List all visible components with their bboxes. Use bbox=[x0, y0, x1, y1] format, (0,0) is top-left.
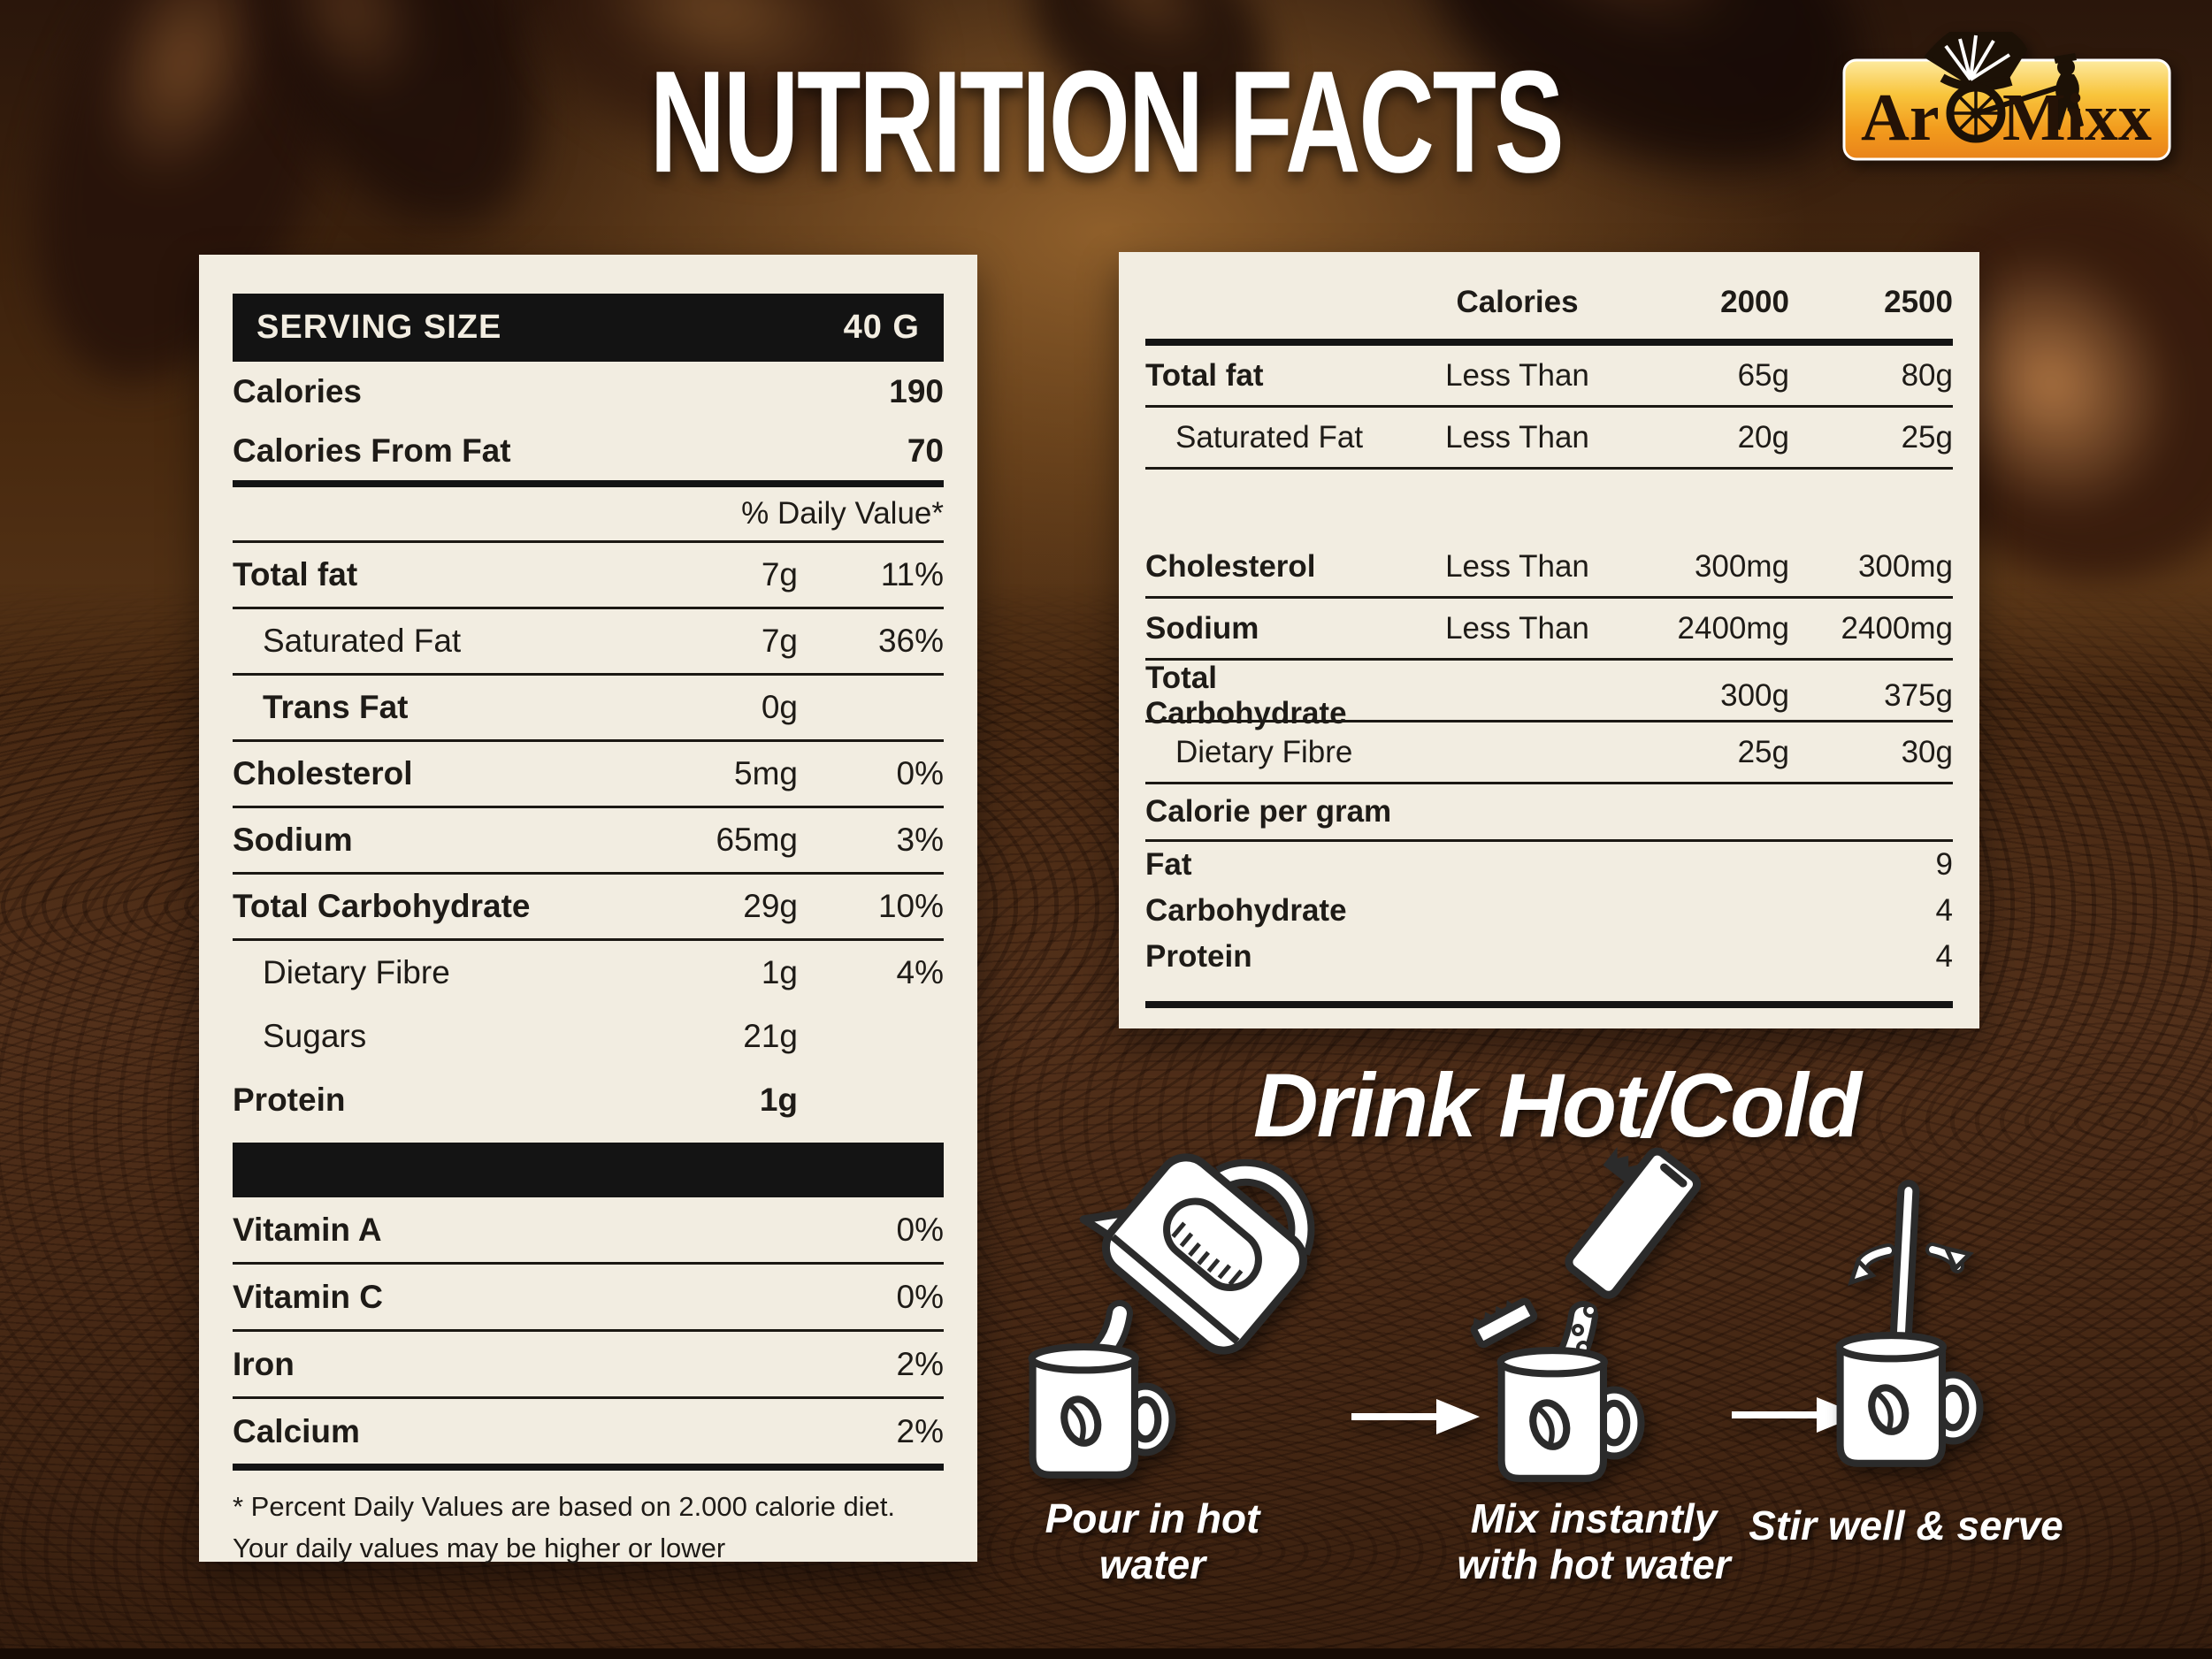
ref-row-total-carbohydrate: Total Carbohydrate 300g 375g bbox=[1145, 661, 1953, 730]
calories-from-fat-value: 70 bbox=[907, 432, 944, 469]
vitamin-c-row: Vitamin C 0% bbox=[233, 1278, 944, 1315]
divider bbox=[233, 872, 944, 875]
divider bbox=[1145, 839, 1953, 842]
ref-row-saturated-fat: Saturated Fat Less Than 20g 25g bbox=[1175, 419, 1953, 455]
nutrient-row-saturated-fat: Saturated Fat 7g 36% bbox=[263, 623, 944, 659]
serving-size-label: SERVING SIZE bbox=[256, 309, 502, 346]
daily-reference-panel: Calories 2000 2500 Total fat Less Than 6… bbox=[1119, 252, 1979, 1028]
iron-row: Iron 2% bbox=[233, 1345, 944, 1382]
divider bbox=[233, 1396, 944, 1399]
nutrient-row-cholesterol: Cholesterol 5mg 0% bbox=[233, 755, 944, 791]
divider bbox=[233, 806, 944, 808]
divider bbox=[233, 1464, 944, 1471]
divider bbox=[233, 607, 944, 609]
ref-row-dietary-fibre: Dietary Fibre 25g 30g bbox=[1175, 734, 1953, 769]
ref-row-total-fat: Total fat Less Than 65g 80g bbox=[1145, 357, 1953, 393]
ref-row-cholesterol: Cholesterol Less Than 300mg 300mg bbox=[1145, 548, 1953, 584]
divider bbox=[1145, 339, 1953, 346]
step-caption-pour: Pour in hot water bbox=[1045, 1495, 1260, 1587]
nutrition-facts-panel: SERVING SIZE 40 G Calories 190 Calories … bbox=[199, 255, 977, 1563]
wheel-hub bbox=[1971, 108, 1981, 119]
divider bbox=[1145, 405, 1953, 408]
nutrient-row-dietary-fibre: Dietary Fibre 1g 4% bbox=[263, 954, 944, 990]
vitamin-a-row: Vitamin A 0% bbox=[233, 1211, 944, 1248]
calories-label: Calories bbox=[233, 372, 363, 409]
divider bbox=[1145, 720, 1953, 722]
divider bbox=[233, 673, 944, 676]
ref-row-sodium: Sodium Less Than 2400mg 2400mg bbox=[1145, 610, 1953, 646]
calories-from-fat-row: Calories From Fat 70 bbox=[233, 421, 944, 480]
reference-header-row: Calories 2000 2500 bbox=[1145, 266, 1953, 339]
nutrient-row-sugars: Sugars 21g bbox=[263, 1018, 798, 1054]
nutrient-row-sodium: Sodium 65mg 3% bbox=[233, 822, 944, 858]
divider bbox=[233, 938, 944, 941]
kettle-pour-icon bbox=[1017, 1153, 1315, 1490]
page-title: NUTRITION FACTS bbox=[649, 41, 1565, 203]
cpg-row-fat: Fat 9 bbox=[1145, 847, 1953, 882]
serving-size-bar: SERVING SIZE 40 G bbox=[233, 294, 944, 362]
arrow-right-icon bbox=[1351, 1399, 1480, 1434]
drink-section-heading: Drink Hot/Cold bbox=[1253, 1055, 1862, 1156]
column-2500-header: 2500 bbox=[1884, 285, 1953, 319]
nutrient-row-total-fat: Total fat 7g 11% bbox=[233, 556, 944, 592]
logo-text-part1: Ar bbox=[1861, 80, 1940, 155]
step-caption-stir: Stir well & serve bbox=[1749, 1502, 2063, 1548]
column-2000-header: 2000 bbox=[1720, 285, 1789, 319]
calories-value: 190 bbox=[889, 372, 944, 409]
rickshaw-puller-icon bbox=[1977, 53, 2084, 130]
calorie-per-gram-heading: Calorie per gram bbox=[1145, 794, 1392, 829]
nutrient-row-protein: Protein 1g bbox=[233, 1082, 798, 1118]
divider bbox=[233, 1329, 944, 1332]
divider bbox=[1145, 1001, 1953, 1008]
spacer bbox=[1145, 470, 1953, 537]
calories-column-header: Calories bbox=[1456, 285, 1579, 319]
calories-row: Calories 190 bbox=[233, 362, 944, 421]
logo-text-part2: Mixx bbox=[2002, 80, 2152, 155]
divider bbox=[233, 540, 944, 543]
daily-value-heading: % Daily Value* bbox=[741, 496, 944, 531]
step-caption-mix: Mix instantly with hot water bbox=[1457, 1495, 1731, 1587]
divider bbox=[1145, 658, 1953, 661]
divider bbox=[233, 1262, 944, 1265]
daily-value-footnote: * Percent Daily Values are based on 2.00… bbox=[233, 1491, 896, 1563]
cpg-row-carbohydrate: Carbohydrate 4 bbox=[1145, 893, 1953, 928]
bottom-edge-strip bbox=[0, 1648, 2212, 1659]
divider bbox=[1145, 782, 1953, 784]
stir-mug-icon bbox=[1800, 1180, 2021, 1481]
divider bbox=[233, 480, 944, 487]
aromixx-logo: Ar Mixx bbox=[1842, 32, 2171, 161]
divider bbox=[1145, 467, 1953, 470]
divider bbox=[1145, 596, 1953, 599]
calories-from-fat-label: Calories From Fat bbox=[233, 432, 511, 469]
black-separator-bar bbox=[233, 1143, 944, 1197]
serving-size-value: 40 G bbox=[843, 309, 920, 346]
nutrient-row-total-carbohydrate: Total Carbohydrate 29g 10% bbox=[233, 888, 944, 924]
calcium-row: Calcium 2% bbox=[233, 1412, 944, 1449]
cpg-row-protein: Protein 4 bbox=[1145, 939, 1953, 974]
sachet-mix-icon bbox=[1470, 1147, 1702, 1495]
nutrient-row-trans-fat: Trans Fat 0g bbox=[263, 689, 798, 725]
divider bbox=[233, 739, 944, 742]
